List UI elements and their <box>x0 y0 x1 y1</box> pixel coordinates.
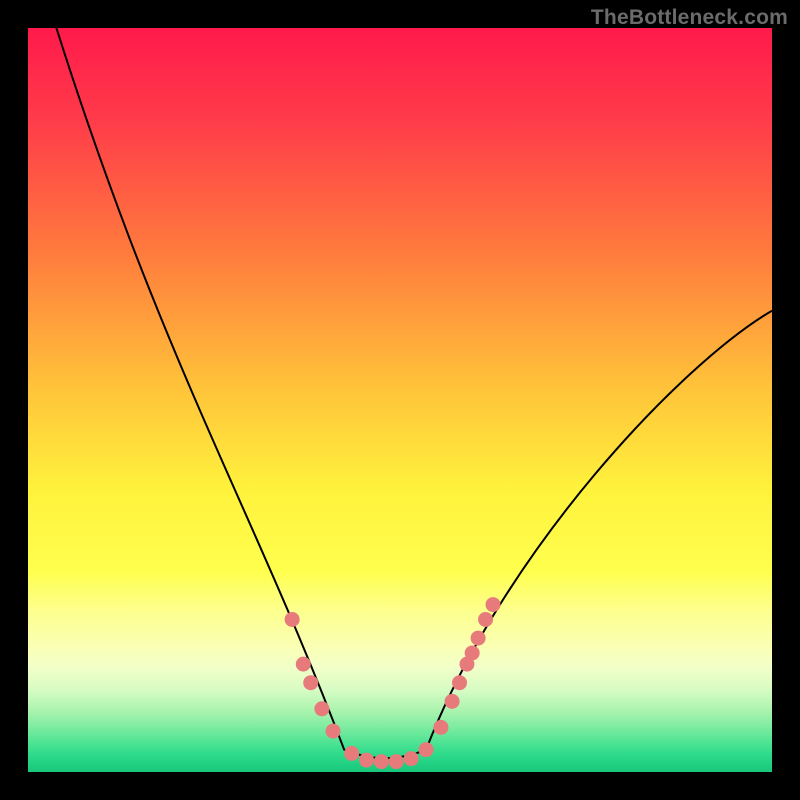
curve-marker <box>433 720 448 735</box>
curve-marker <box>452 675 467 690</box>
curve-marker <box>326 724 341 739</box>
curve-marker <box>445 694 460 709</box>
watermark-text: TheBottleneck.com <box>591 6 788 30</box>
chart-stage: TheBottleneck.com <box>0 0 800 800</box>
curve-marker <box>374 754 389 769</box>
curve-marker <box>404 751 419 766</box>
curve-marker <box>285 612 300 627</box>
curve-marker <box>359 753 374 768</box>
curve-marker <box>471 631 486 646</box>
curve-marker <box>389 754 404 769</box>
curve-marker <box>465 645 480 660</box>
curve-marker <box>419 742 434 757</box>
curve-marker <box>314 701 329 716</box>
curve-marker <box>303 675 318 690</box>
curve-marker <box>478 612 493 627</box>
bottleneck-chart <box>28 28 772 772</box>
curve-marker <box>344 746 359 761</box>
plot-background <box>28 28 772 772</box>
curve-marker <box>486 597 501 612</box>
curve-marker <box>296 657 311 672</box>
